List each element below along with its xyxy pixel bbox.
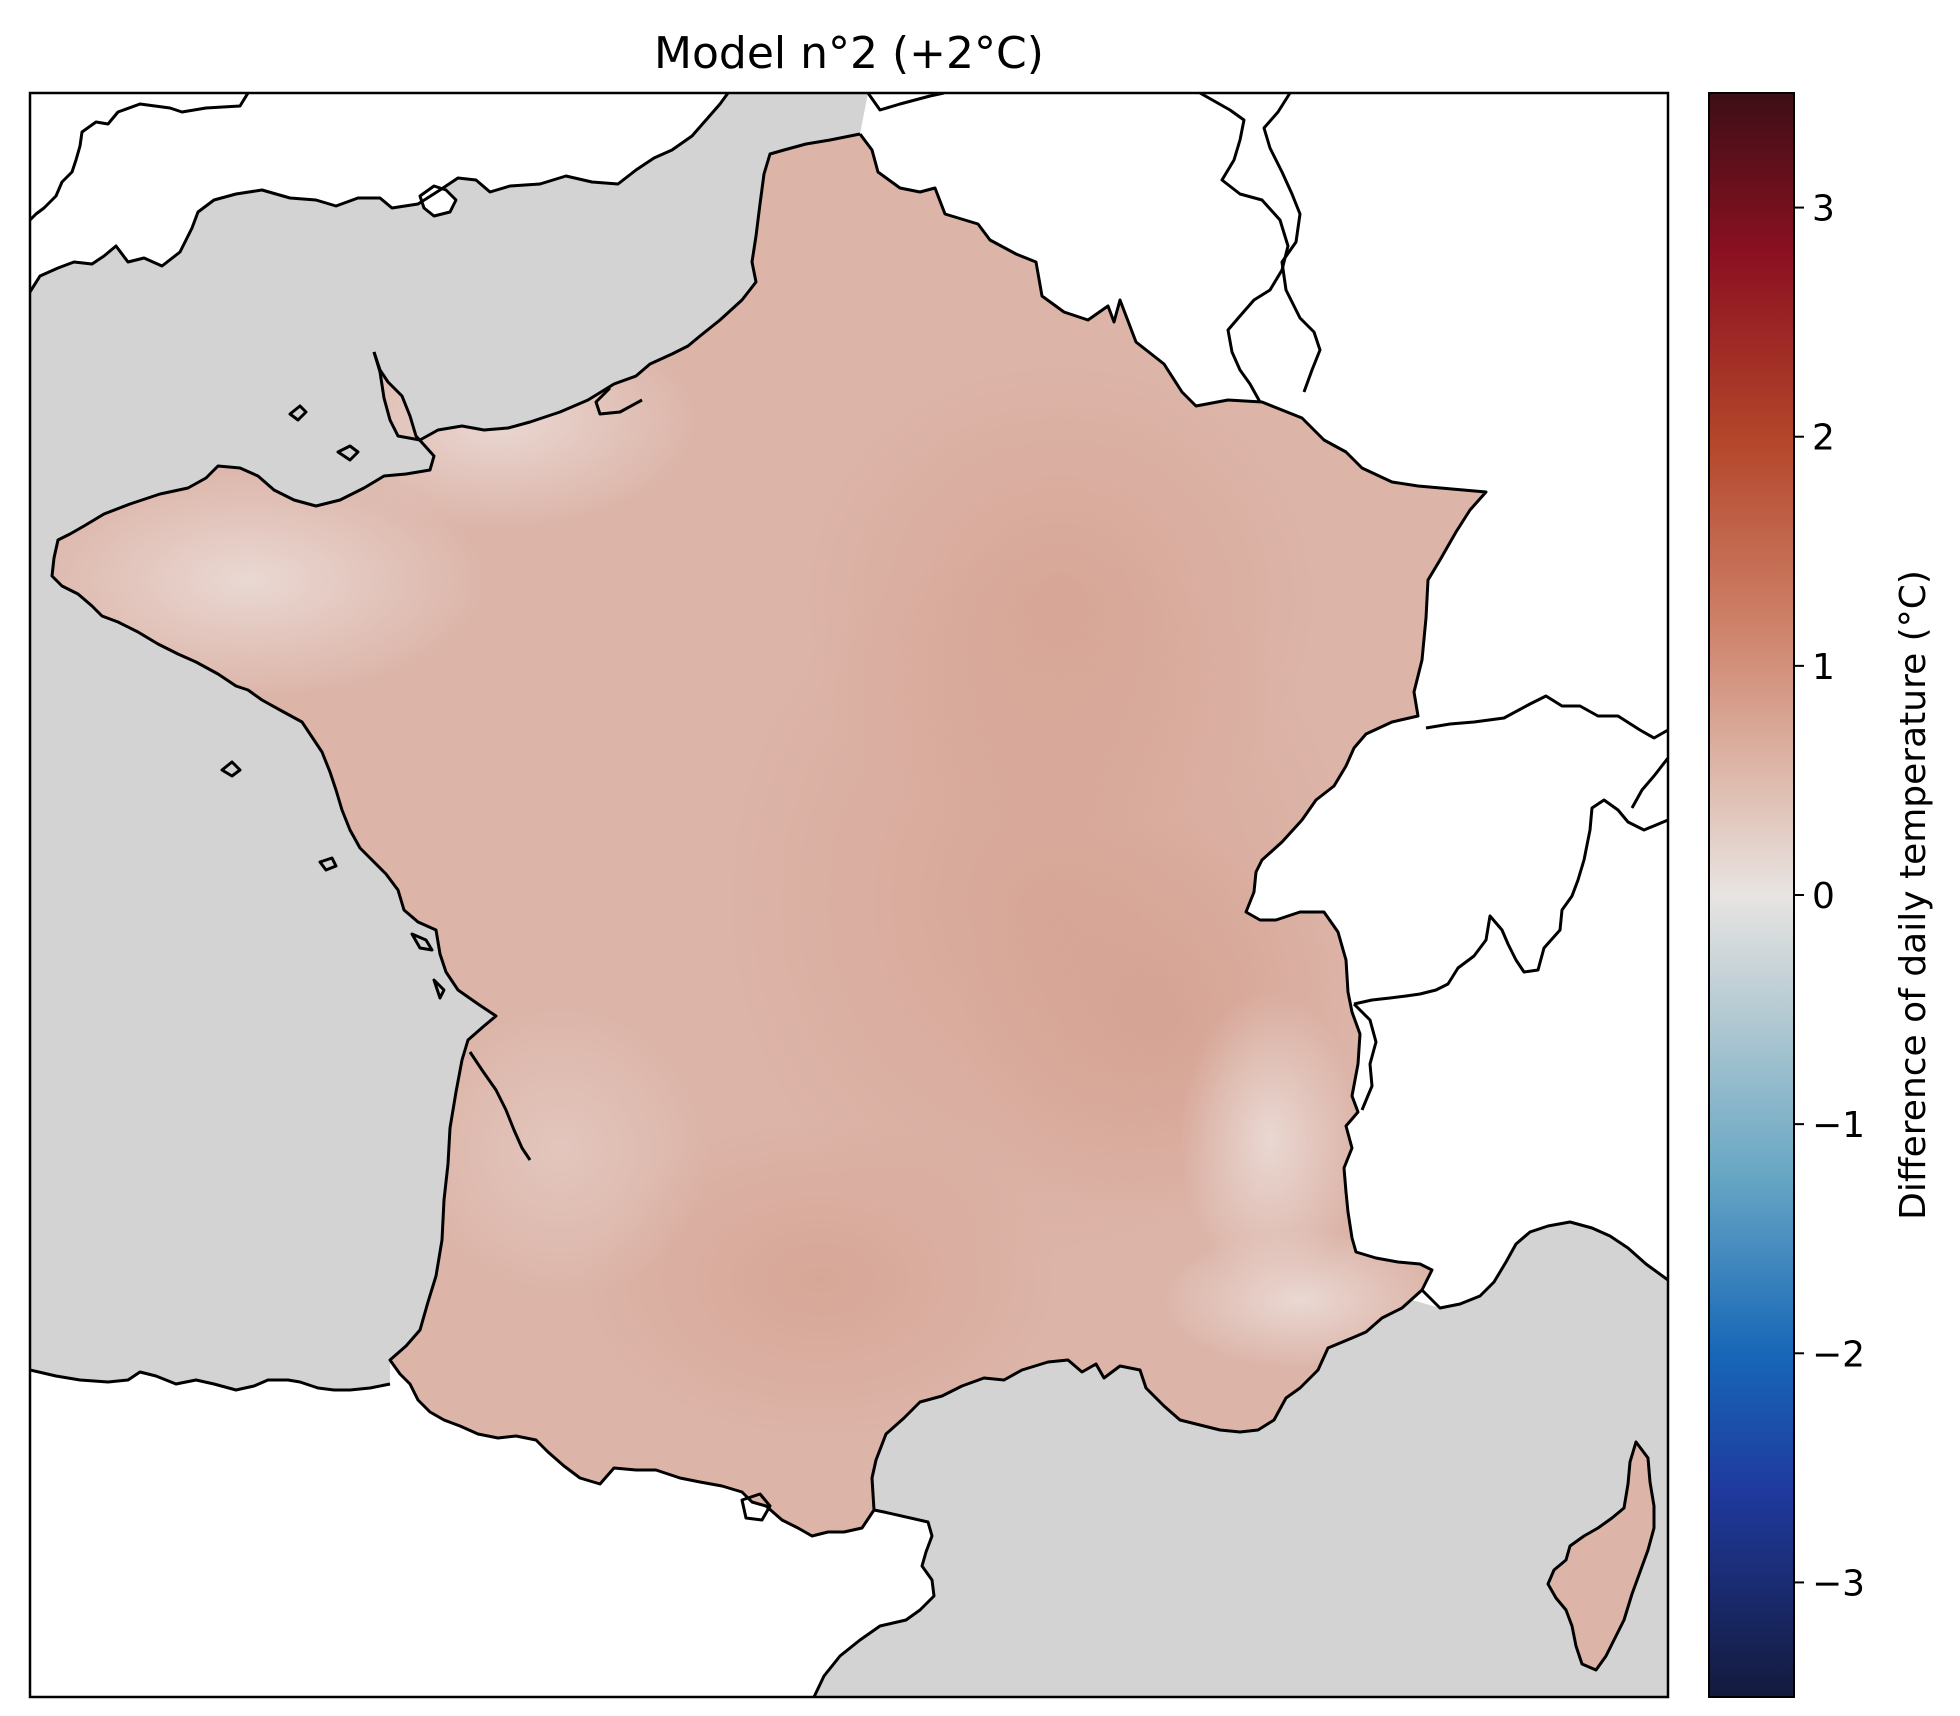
map-title: Model n°2 (+2°C) — [654, 28, 1044, 79]
colorbar-label: Difference of daily temperature (°C) — [1893, 570, 1934, 1220]
colorbar-tick-label: 0 — [1812, 876, 1835, 917]
colorbar-tick-label: 3 — [1812, 189, 1835, 230]
map-frame — [28, 91, 1670, 1699]
colorbar: 3 2 1 0 −1 −2 −3 Difference of daily temperatu… — [1708, 92, 1934, 1698]
land-isle-of-wight — [420, 186, 456, 216]
colorbar-tick-label: 2 — [1812, 418, 1835, 459]
map-axes — [30, 93, 1668, 1697]
colorbar-tick-label: −2 — [1812, 1334, 1865, 1375]
land-spain — [30, 1360, 934, 1697]
colorbar-tick-label: −3 — [1812, 1563, 1865, 1604]
coastlines — [30, 93, 1668, 1697]
colorbar-ticks: 3 2 1 0 −1 −2 −3 — [1794, 189, 1865, 1604]
colorbar-tick-label: 1 — [1812, 647, 1835, 688]
land-great-britain-south — [30, 93, 728, 292]
land-neighbours-northeast — [860, 93, 1668, 1308]
colorbar-tick-label: −1 — [1812, 1105, 1865, 1146]
colorbar-gradient — [1709, 93, 1794, 1697]
